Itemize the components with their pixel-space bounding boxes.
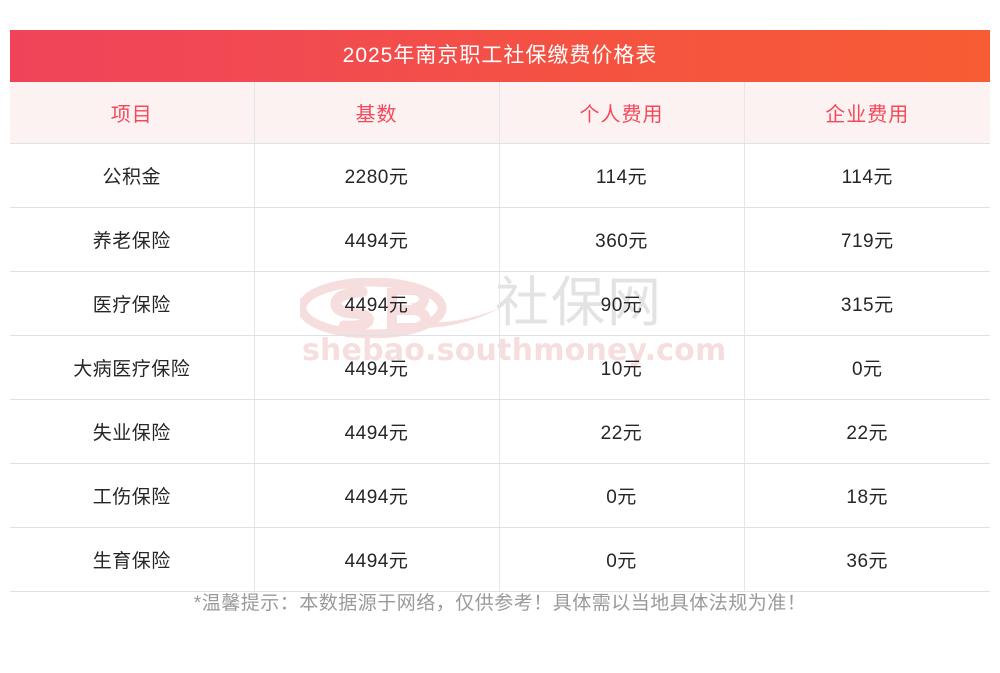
table-row: 失业保险 4494元 22元 22元 bbox=[10, 399, 990, 464]
cell-item: 大病医疗保险 bbox=[10, 335, 255, 400]
cell-item: 养老保险 bbox=[10, 207, 255, 272]
cell-base: 4494元 bbox=[254, 527, 500, 592]
cell-company: 114元 bbox=[744, 143, 990, 208]
table-row: 养老保险 4494元 360元 719元 bbox=[10, 207, 990, 272]
column-header-company: 企业费用 bbox=[744, 82, 990, 144]
cell-base: 2280元 bbox=[254, 143, 500, 208]
cell-base: 4494元 bbox=[254, 207, 500, 272]
column-header-base: 基数 bbox=[254, 82, 500, 144]
cell-company: 22元 bbox=[744, 399, 990, 464]
cell-item: 医疗保险 bbox=[10, 271, 255, 336]
cell-company: 315元 bbox=[744, 271, 990, 336]
cell-personal: 114元 bbox=[499, 143, 745, 208]
table-row: 医疗保险 4494元 90元 315元 bbox=[10, 271, 990, 336]
cell-item: 生育保险 bbox=[10, 527, 255, 592]
cell-company: 0元 bbox=[744, 335, 990, 400]
cell-personal: 0元 bbox=[499, 527, 745, 592]
cell-base: 4494元 bbox=[254, 399, 500, 464]
cell-base: 4494元 bbox=[254, 463, 500, 528]
table-header-row: 项目 基数 个人费用 企业费用 bbox=[10, 82, 990, 144]
table-row: 工伤保险 4494元 0元 18元 bbox=[10, 463, 990, 528]
cell-item: 公积金 bbox=[10, 143, 255, 208]
cell-personal: 90元 bbox=[499, 271, 745, 336]
cell-personal: 0元 bbox=[499, 463, 745, 528]
cell-base: 4494元 bbox=[254, 271, 500, 336]
cell-personal: 360元 bbox=[499, 207, 745, 272]
cell-item: 失业保险 bbox=[10, 399, 255, 464]
table-row: 大病医疗保险 4494元 10元 0元 bbox=[10, 335, 990, 400]
social-insurance-table: 项目 基数 个人费用 企业费用 公积金 2280元 114元 114元 养老保险… bbox=[10, 82, 990, 592]
table-row: 公积金 2280元 114元 114元 bbox=[10, 143, 990, 208]
price-table-container: 2025年南京职工社保缴费价格表 项目 基数 个人费用 企业费用 公积金 228… bbox=[10, 30, 990, 592]
cell-item: 工伤保险 bbox=[10, 463, 255, 528]
cell-personal: 10元 bbox=[499, 335, 745, 400]
column-header-personal: 个人费用 bbox=[499, 82, 745, 144]
table-title: 2025年南京职工社保缴费价格表 bbox=[10, 30, 990, 82]
cell-company: 36元 bbox=[744, 527, 990, 592]
cell-company: 18元 bbox=[744, 463, 990, 528]
cell-base: 4494元 bbox=[254, 335, 500, 400]
column-header-item: 项目 bbox=[10, 82, 255, 144]
footnote: *温馨提示：本数据源于网络，仅供参考！具体需以当地具体法规为准！ bbox=[193, 593, 807, 614]
cell-personal: 22元 bbox=[499, 399, 745, 464]
cell-company: 719元 bbox=[744, 207, 990, 272]
table-row: 生育保险 4494元 0元 36元 bbox=[10, 527, 990, 592]
